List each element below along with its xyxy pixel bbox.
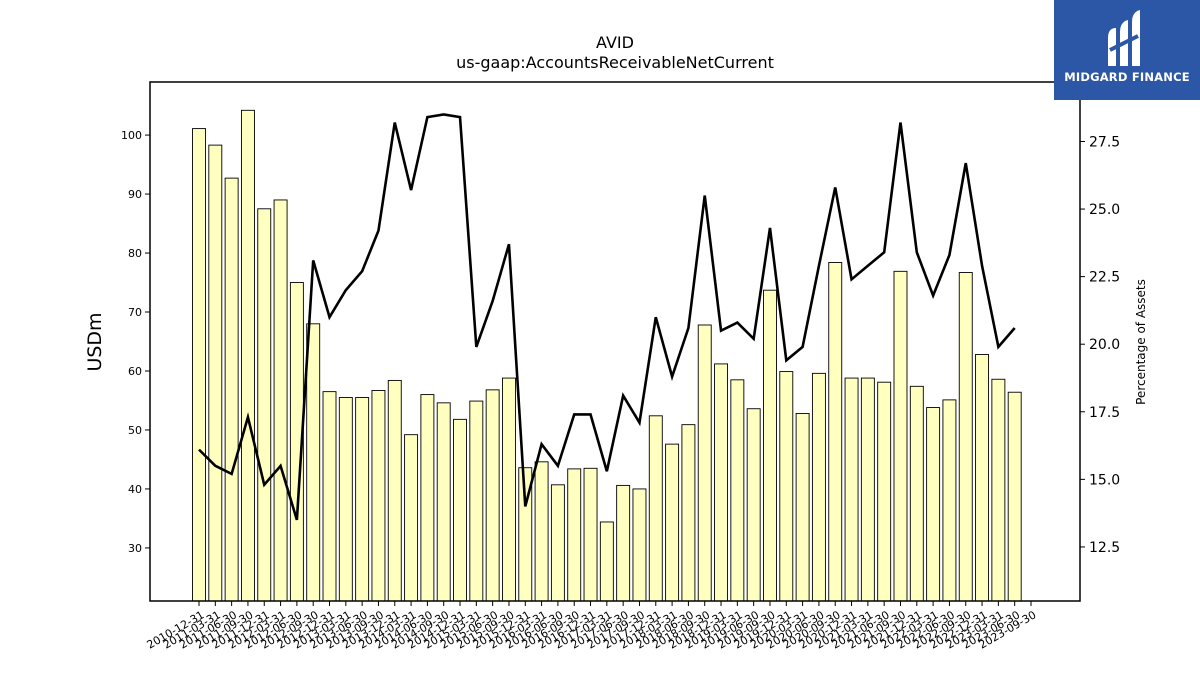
bar	[1007, 391, 1022, 602]
y2-tick-label: 15.0	[1089, 472, 1120, 488]
bar	[714, 363, 728, 602]
x-axis: 2010-12-312011-03-312011-06-302011-09-30…	[145, 601, 1039, 652]
bar	[355, 397, 370, 602]
bar	[534, 461, 549, 602]
logo-text: MIDGARD FINANCE	[1064, 70, 1190, 84]
bar	[926, 407, 941, 602]
bar	[453, 418, 467, 602]
bar	[893, 270, 908, 602]
bar	[942, 399, 957, 602]
bar	[436, 402, 451, 602]
bar	[192, 128, 206, 602]
y-tick-label: 40	[128, 483, 142, 496]
bar	[550, 484, 565, 602]
y-tick-label: 90	[128, 188, 142, 201]
y2-tick-label: 27.5	[1089, 134, 1120, 150]
y2-tick-label: 25.0	[1089, 202, 1120, 218]
bar	[909, 385, 924, 602]
bar	[632, 488, 647, 602]
bar	[240, 109, 255, 602]
bar	[338, 397, 353, 602]
y-tick-label: 50	[128, 424, 142, 437]
bar	[779, 371, 794, 602]
bar	[991, 378, 1006, 602]
bar	[681, 424, 696, 602]
y2-tick-label: 12.5	[1089, 540, 1120, 556]
chart-subtitle: us-gaap:AccountsReceivableNetCurrent	[456, 53, 774, 72]
percentage-line	[198, 113, 1016, 521]
bar	[387, 379, 402, 602]
bar	[257, 208, 272, 602]
y2-tick-label: 20.0	[1089, 337, 1120, 353]
bar	[371, 390, 386, 602]
bar	[763, 289, 777, 602]
bar	[730, 379, 745, 602]
bar	[877, 381, 892, 602]
y2-tick-label: 22.5	[1089, 270, 1120, 286]
bar	[665, 443, 680, 602]
y-tick-label: 60	[128, 365, 142, 378]
bar	[420, 394, 435, 602]
bar	[306, 323, 321, 602]
bar	[599, 521, 614, 602]
chart-title: AVID	[596, 33, 634, 52]
y-axis-right: 12.5 15.0 17.5 20.0 22.5 25.0 27.5	[1080, 134, 1120, 556]
bar	[795, 413, 810, 602]
y-tick-label: 100	[121, 129, 142, 142]
line-layer	[198, 113, 1016, 521]
bar	[811, 372, 826, 602]
bar	[958, 272, 973, 602]
bar	[746, 408, 761, 602]
y-tick-label: 30	[128, 542, 142, 555]
y2-tick-label: 17.5	[1089, 405, 1120, 421]
bar	[208, 144, 223, 602]
bar	[567, 468, 582, 602]
bar	[404, 434, 419, 602]
bar	[469, 400, 484, 602]
y-tick-label: 70	[128, 306, 142, 319]
y-axis-label: USDm	[84, 312, 106, 371]
bar	[583, 467, 598, 602]
bar	[860, 377, 875, 602]
bar	[844, 377, 859, 602]
midgard-finance-logo: MIDGARD FINANCE	[1054, 0, 1200, 100]
bar	[828, 262, 843, 602]
bar	[322, 391, 337, 602]
bar	[485, 389, 500, 602]
midgard-logo-icon	[1108, 10, 1140, 66]
y2-axis-label: Percentage of Assets	[1134, 279, 1148, 405]
bar	[648, 415, 663, 602]
bars-layer	[192, 109, 1022, 602]
y-axis-left: 30 40 50 60 70 80 90 100	[121, 129, 150, 555]
bar	[975, 354, 990, 602]
bar	[273, 199, 288, 602]
bar	[697, 324, 712, 602]
plot-frame	[149, 81, 1081, 602]
y-tick-label: 80	[128, 247, 142, 260]
bar	[224, 177, 239, 602]
bar	[502, 377, 516, 602]
bar	[616, 484, 631, 602]
